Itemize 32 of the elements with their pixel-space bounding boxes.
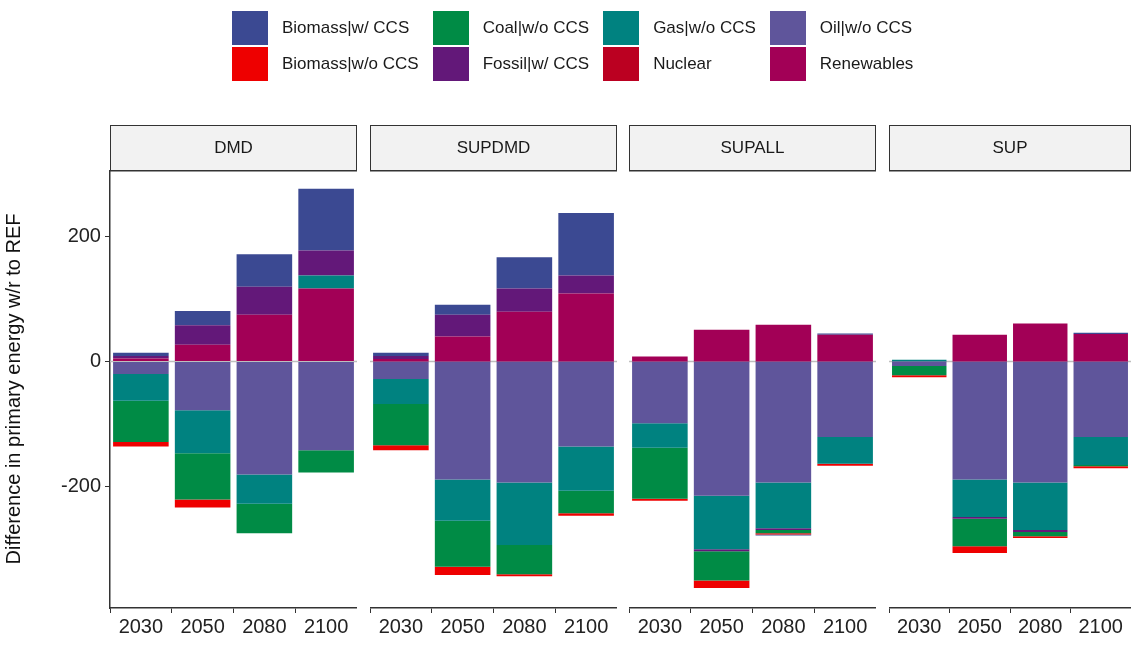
x-tick-label: 2050 [180,614,225,637]
x-tick-label: 2100 [822,614,868,637]
y-axis-title: Difference in primary energy w/r to REF [1,213,24,565]
chart-title: DMD [110,125,357,170]
chart-title: SUP [889,125,1131,170]
chart-title: SUPDMD [370,125,617,170]
x-tick-label: 2080 [242,614,287,637]
legend-label: Gas|w/o CCS [653,18,756,38]
chart-title: SUPALL [629,125,876,170]
legend-label: Biomass|w/o CCS [282,54,419,74]
x-tick-label: 2080 [1018,614,1063,637]
x-tick-label: 2050 [699,614,744,637]
x-tick-label: 2030 [897,614,942,637]
legend-label: Nuclear [653,54,712,74]
y-tick-label: 0 [89,349,101,372]
x-tick-label: 2030 [378,614,424,637]
legend-label: Fossil|w/ CCS [482,54,590,74]
x-tick-label: 2080 [502,614,547,637]
legend-label: Renewables [819,54,914,74]
x-tick-label: 2100 [303,614,349,637]
legend-label: Biomass|w/ CCS [282,18,410,38]
x-tick-label: 2030 [118,614,164,637]
y-tick-label: 200 [67,224,101,247]
y-tick-label: -200 [60,473,101,496]
x-tick-label: 2030 [637,614,683,637]
x-tick-label: 2100 [563,614,609,637]
x-tick-label: 2080 [761,614,806,637]
x-tick-label: 2050 [957,614,1002,637]
legend-label: Coal|w/o CCS [482,18,590,38]
legend-label: Oil|w/o CCS [819,18,913,38]
x-tick-label: 2100 [1078,614,1123,637]
x-tick-label: 2050 [440,614,485,637]
